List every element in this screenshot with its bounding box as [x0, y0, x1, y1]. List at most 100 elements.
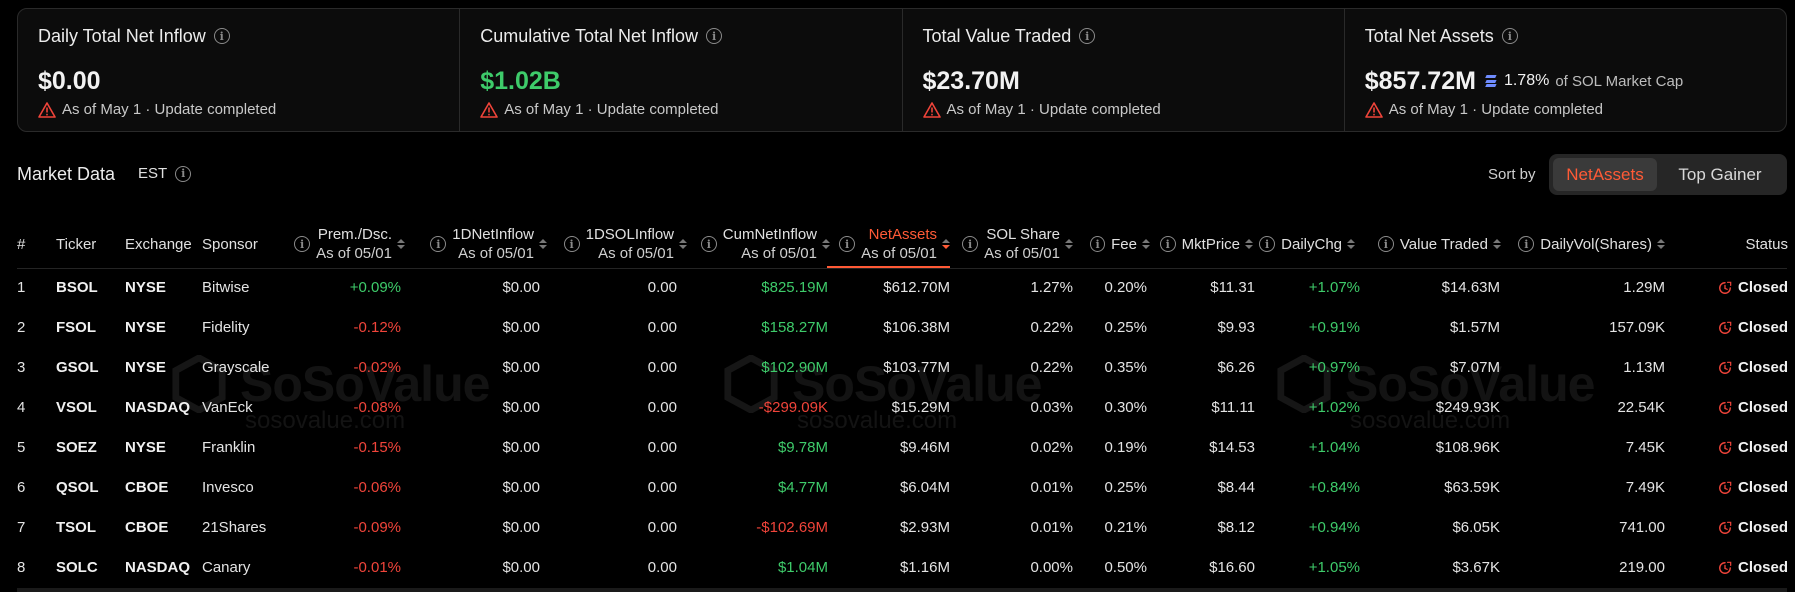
col-header-net-assets[interactable]: i NetAssets As of 05/01 [830, 220, 950, 268]
cell-ticker[interactable]: SOEZ [56, 439, 97, 456]
cell-1d-net-inflow: $0.00 [502, 319, 540, 336]
col-header-1d-sol-inflow[interactable]: i 1DSOLInflow As of 05/01 [550, 220, 687, 268]
cell-status: Closed [1718, 268, 1788, 308]
cell-mkt-price: $8.12 [1217, 519, 1255, 536]
cell-cum-net-inflow: $4.77M [777, 479, 828, 496]
table-row[interactable]: 7 TSOL CBOE 21Shares -0.09% $0.00 0.00 -$102.69… [0, 508, 1795, 548]
col-header-premium[interactable]: i Prem./Dsc. As of 05/01 [290, 220, 405, 268]
cell-sponsor: Fidelity [202, 319, 250, 336]
cell-daily-vol: 219.00 [1619, 559, 1665, 576]
cell-value-traded: $108.96K [1435, 439, 1500, 456]
cell-sponsor: Invesco [202, 479, 254, 496]
cell-1d-sol-inflow: 0.00 [647, 559, 677, 576]
info-icon[interactable]: i [962, 236, 979, 252]
info-icon[interactable]: i [175, 165, 192, 182]
sort-arrows-icon[interactable] [1065, 239, 1073, 249]
info-icon[interactable]: i [1518, 236, 1535, 252]
info-icon[interactable]: i [700, 236, 717, 252]
col-header-1d-net-inflow[interactable]: i 1DNetInflow As of 05/01 [410, 220, 547, 268]
info-icon[interactable]: i [839, 236, 856, 252]
col-header-fee[interactable]: i Fee [1090, 220, 1150, 268]
cell-net-assets: $2.93M [899, 519, 950, 536]
table-row[interactable]: 5 SOEZ NYSE Franklin -0.15% $0.00 0.00 $9.78M $9… [0, 428, 1795, 468]
cell-ticker[interactable]: FSOL [56, 319, 96, 336]
card-value: $857.72M [1364, 66, 1476, 95]
cell-fee: 0.50% [1104, 559, 1147, 576]
sort-arrows-icon[interactable] [822, 239, 830, 249]
market-data-title: Market Data [17, 164, 116, 184]
cell-sol-share: 0.22% [1030, 319, 1073, 336]
card-title: Daily Total Net Inflow [38, 25, 206, 46]
cell-sol-share: 0.01% [1030, 479, 1073, 496]
timezone-selector[interactable]: EST i [138, 165, 192, 182]
cell-daily-chg: +0.91% [1308, 319, 1360, 336]
info-icon[interactable]: i [213, 28, 230, 44]
info-icon[interactable]: i [563, 236, 580, 252]
info-icon[interactable]: i [430, 236, 447, 252]
cell-ticker[interactable]: TSOL [56, 519, 96, 536]
table-row[interactable]: 8 SOLC NASDAQ Canary -0.01% $0.00 0.00 $1.04M $1… [0, 548, 1795, 588]
info-icon[interactable]: i [294, 236, 311, 252]
table-row[interactable]: 1 BSOL NYSE Bitwise +0.09% $0.00 0.00 $825.19M $… [0, 268, 1795, 308]
info-icon[interactable]: i [1259, 236, 1276, 252]
cell-1d-net-inflow: $0.00 [502, 399, 540, 416]
info-icon[interactable]: i [1501, 28, 1518, 44]
cell-1d-sol-inflow: 0.00 [647, 319, 677, 336]
sol-market-cap-label: of SOL Market Cap [1555, 72, 1684, 90]
col-header-daily-vol[interactable]: i DailyVol(Shares) [1515, 220, 1665, 268]
cell-ticker[interactable]: VSOL [56, 399, 97, 416]
info-icon[interactable]: i [1377, 236, 1394, 252]
sort-arrows-icon[interactable] [1245, 239, 1253, 249]
cell-sol-share: 0.00% [1030, 559, 1073, 576]
cell-1d-net-inflow: $0.00 [502, 559, 540, 576]
market-closed-icon [1719, 441, 1732, 454]
sort-arrows-icon[interactable] [679, 239, 687, 249]
info-icon[interactable]: i [1090, 236, 1106, 252]
sort-arrows-icon[interactable] [1493, 239, 1501, 249]
sort-arrows-icon[interactable] [942, 239, 950, 249]
sort-netassets-button[interactable]: NetAssets [1553, 158, 1657, 191]
cell-ticker[interactable]: QSOL [56, 479, 99, 496]
col-header-daily-chg[interactable]: i DailyChg [1258, 220, 1355, 268]
cell-index: 8 [17, 559, 26, 576]
cell-index: 4 [17, 399, 26, 416]
timezone-label: EST [138, 165, 168, 182]
cell-1d-sol-inflow: 0.00 [647, 279, 677, 296]
cell-premium: -0.09% [353, 519, 401, 536]
status-label: Closed [1737, 439, 1788, 456]
col-header-cum-net-inflow[interactable]: i CumNetInflow As of 05/01 [690, 220, 830, 268]
cell-net-assets: $103.77M [883, 359, 950, 376]
info-icon[interactable]: i [1079, 28, 1096, 44]
info-icon[interactable]: i [1159, 236, 1176, 252]
info-icon[interactable]: i [706, 28, 723, 44]
cell-mkt-price: $11.11 [1211, 399, 1255, 416]
cell-ticker[interactable]: BSOL [56, 279, 98, 296]
cell-sponsor: 21Shares [202, 519, 267, 536]
table-row[interactable]: 4 VSOL NASDAQ VanEck -0.08% $0.00 0.00 -$299.09… [0, 388, 1795, 428]
cell-exchange: NYSE [125, 279, 166, 296]
update-note: As of May 1 · Update completed [1388, 101, 1604, 118]
sort-top-gainer-button[interactable]: Top Gainer [1678, 164, 1762, 184]
table-row[interactable]: 2 FSOL NYSE Fidelity -0.12% $0.00 0.00 $158.27M… [0, 308, 1795, 348]
sort-arrows-icon[interactable] [397, 239, 405, 249]
horizontal-scrollbar[interactable] [17, 588, 1787, 592]
sort-arrows-icon[interactable] [1657, 239, 1665, 249]
sort-arrows-icon[interactable] [539, 239, 547, 249]
card-daily-net-inflow: Daily Total Net Inflow i $0.00 As of May … [18, 9, 459, 131]
cell-status: Closed [1718, 548, 1788, 588]
sort-arrows-icon[interactable] [1142, 239, 1150, 249]
cell-1d-sol-inflow: 0.00 [647, 399, 677, 416]
table-row[interactable]: 3 GSOL NYSE Grayscale -0.02% $0.00 0.00 $102.90… [0, 348, 1795, 388]
warning-icon [38, 101, 56, 118]
col-header-mkt-price[interactable]: i MktPrice [1158, 220, 1253, 268]
cell-ticker[interactable]: SOLC [56, 559, 98, 576]
cell-ticker[interactable]: GSOL [56, 359, 99, 376]
col-header-value-traded[interactable]: i Value Traded [1375, 220, 1501, 268]
table-row[interactable]: 6 QSOL CBOE Invesco -0.06% $0.00 0.00 $4.77M $6.… [0, 468, 1795, 508]
cell-daily-vol: 1.13M [1623, 359, 1665, 376]
cell-sol-share: 1.27% [1030, 279, 1073, 296]
col-header-sol-share[interactable]: i SOL Share As of 05/01 [955, 220, 1073, 268]
cell-value-traded: $3.67K [1452, 559, 1500, 576]
cell-premium: -0.12% [353, 319, 401, 336]
sort-arrows-icon[interactable] [1347, 239, 1355, 249]
